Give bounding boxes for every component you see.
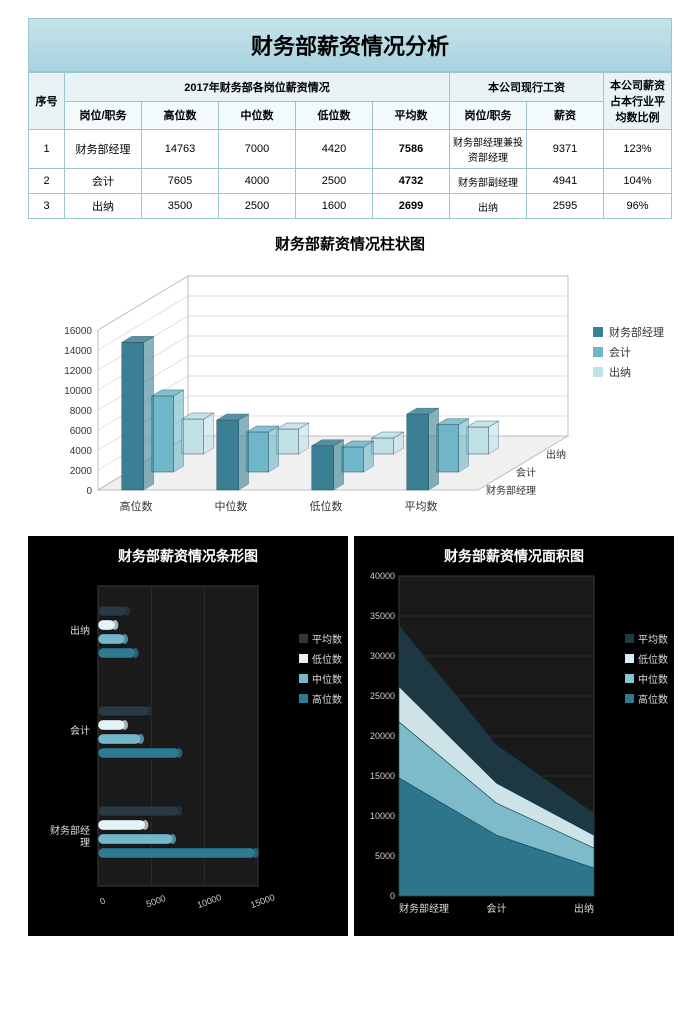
th-avg: 平均数 (373, 101, 450, 130)
chart-area-dark: 财务部薪资情况面积图 05000100001500020000250003000… (354, 536, 674, 936)
svg-text:0: 0 (99, 896, 107, 907)
svg-text:平均数: 平均数 (405, 500, 438, 513)
svg-text:2000: 2000 (70, 466, 93, 477)
table-row: 3出纳3500250016002699出纳259596% (29, 194, 672, 219)
table-row: 2会计7605400025004732财务部副经理4941104% (29, 169, 672, 194)
chart-col3d-legend: 财务部经理 会计 出纳 (593, 320, 664, 384)
th-pos2: 岗位/职务 (450, 101, 527, 130)
svg-text:0: 0 (390, 891, 395, 901)
svg-text:出纳: 出纳 (546, 448, 566, 461)
svg-text:财务部经理: 财务部经理 (486, 484, 536, 497)
svg-text:10000: 10000 (370, 811, 395, 821)
chart-col3d: 0 2000 4000 6000 8000 10000 12000 14000 16000 高位数… (28, 260, 672, 530)
th-pos1: 岗位/职务 (65, 101, 142, 130)
area-legend: 平均数 低位数 中位数 高位数 (625, 626, 668, 711)
th-ratio: 本公司薪资 占本行业平 均数比例 (604, 73, 672, 130)
svg-text:15000: 15000 (249, 892, 276, 910)
th-seq: 序号 (29, 73, 65, 130)
salary-table: 序号 2017年财务部各岗位薪资情况 本公司现行工资 本公司薪资 占本行业平 均… (28, 72, 672, 219)
svg-text:35000: 35000 (370, 611, 395, 621)
th-mid: 中位数 (219, 101, 296, 130)
th-group2: 本公司现行工资 (450, 73, 604, 102)
page-title: 财务部薪资情况分析 (28, 18, 672, 72)
svg-text:财务部经理: 财务部经理 (50, 824, 90, 849)
svg-text:10000: 10000 (196, 892, 223, 910)
svg-text:25000: 25000 (370, 691, 395, 701)
svg-text:40000: 40000 (370, 571, 395, 581)
svg-text:5000: 5000 (375, 851, 395, 861)
svg-text:30000: 30000 (370, 651, 395, 661)
table-row: 1财务部经理14763700044207586财务部经理兼投资部经理937112… (29, 130, 672, 169)
svg-text:16000: 16000 (64, 326, 92, 337)
svg-text:会计: 会计 (516, 466, 536, 479)
svg-text:14000: 14000 (64, 346, 92, 357)
chart-hbar-dark: 财务部薪资情况条形图 050001000015000出纳会计财务部经理 平均数 … (28, 536, 348, 936)
svg-text:8000: 8000 (70, 406, 93, 417)
th-high: 高位数 (142, 101, 219, 130)
svg-text:0: 0 (86, 486, 92, 497)
svg-text:12000: 12000 (64, 366, 92, 377)
hbar-legend: 平均数 低位数 中位数 高位数 (299, 626, 342, 711)
th-salary: 薪资 (527, 101, 604, 130)
svg-text:6000: 6000 (70, 426, 93, 437)
svg-text:低位数: 低位数 (310, 499, 343, 513)
svg-text:10000: 10000 (64, 386, 92, 397)
svg-text:会计: 会计 (70, 724, 90, 737)
svg-text:财务部经理: 财务部经理 (399, 902, 449, 915)
svg-text:中位数: 中位数 (215, 499, 248, 513)
svg-text:出纳: 出纳 (574, 902, 594, 915)
svg-text:出纳: 出纳 (70, 624, 90, 637)
svg-text:高位数: 高位数 (120, 499, 153, 513)
svg-text:20000: 20000 (370, 731, 395, 741)
th-low: 低位数 (296, 101, 373, 130)
th-group1: 2017年财务部各岗位薪资情况 (65, 73, 450, 102)
svg-text:15000: 15000 (370, 771, 395, 781)
chart-col3d-title: 财务部薪资情况柱状图 (28, 233, 672, 254)
svg-text:5000: 5000 (145, 893, 167, 909)
svg-text:会计: 会计 (487, 902, 507, 915)
svg-text:4000: 4000 (70, 446, 93, 457)
